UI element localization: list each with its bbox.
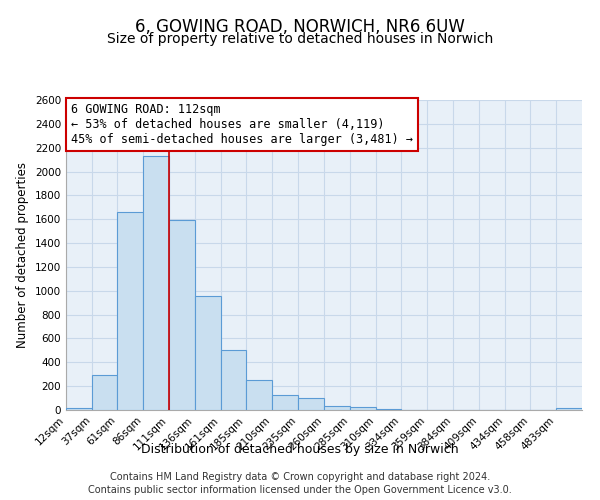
Bar [169,220,195,410]
Bar [556,408,582,410]
Text: Contains HM Land Registry data © Crown copyright and database right 2024.: Contains HM Land Registry data © Crown c… [110,472,490,482]
Bar [221,350,246,410]
Bar [117,212,143,410]
Y-axis label: Number of detached properties: Number of detached properties [16,162,29,348]
Text: 6 GOWING ROAD: 112sqm
← 53% of detached houses are smaller (4,119)
45% of semi-d: 6 GOWING ROAD: 112sqm ← 53% of detached … [71,103,413,146]
Bar [324,406,350,410]
Bar [298,398,324,410]
Text: Distribution of detached houses by size in Norwich: Distribution of detached houses by size … [141,442,459,456]
Text: Contains public sector information licensed under the Open Government Licence v3: Contains public sector information licen… [88,485,512,495]
Bar [350,406,376,410]
Text: 6, GOWING ROAD, NORWICH, NR6 6UW: 6, GOWING ROAD, NORWICH, NR6 6UW [135,18,465,36]
Text: Size of property relative to detached houses in Norwich: Size of property relative to detached ho… [107,32,493,46]
Bar [272,395,298,410]
Bar [66,408,92,410]
Bar [92,375,117,410]
Bar [195,296,221,410]
Bar [143,156,169,410]
Bar [246,380,272,410]
